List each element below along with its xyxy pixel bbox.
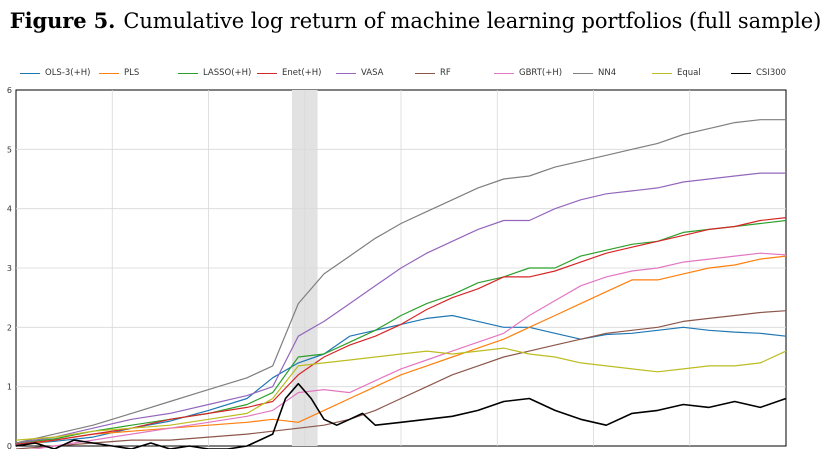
legend-label: RF xyxy=(440,68,451,78)
legend-item: CSI300 xyxy=(731,66,786,80)
legend-item: Enet(+H) xyxy=(257,66,321,80)
legend-swatch xyxy=(20,72,40,74)
figure-label: Figure 5. xyxy=(9,8,116,33)
y-tick-label: 6 xyxy=(7,86,12,95)
series-line-pls xyxy=(15,255,787,447)
legend-swatch xyxy=(573,72,593,74)
series-line-gbrt-h- xyxy=(30,252,787,449)
legend-label: Enet(+H) xyxy=(282,68,322,78)
legend-swatch xyxy=(652,72,672,74)
legend-label: OLS-3(+H) xyxy=(45,68,91,78)
legend-item: Equal xyxy=(652,66,701,80)
series-line-nn4 xyxy=(15,119,786,444)
legend-item: RF xyxy=(415,66,451,80)
legend-item: VASA xyxy=(336,66,383,80)
legend-label: VASA xyxy=(361,68,384,78)
legend-swatch xyxy=(415,72,435,74)
y-tick-label: 2 xyxy=(7,323,12,332)
tick-layer: 0 1 2 3 4 5 6 xyxy=(7,86,12,449)
legend-label: Equal xyxy=(677,68,701,78)
chart-legend: OLS-3(+H) PLS LASSO(+H) Enet(+H) VASA RF GBRT(… xyxy=(20,66,820,80)
legend-label: CSI300 xyxy=(756,68,787,78)
legend-label: NN4 xyxy=(598,68,617,78)
legend-item: OLS-3(+H) xyxy=(20,66,90,80)
series-line-vasa xyxy=(15,172,786,444)
legend-label: LASSO(+H) xyxy=(203,68,252,78)
legend-swatch xyxy=(336,72,356,74)
legend-label: GBRT(+H) xyxy=(519,68,563,78)
series-line-rf xyxy=(15,310,787,449)
legend-item: GBRT(+H) xyxy=(494,66,562,80)
legend-swatch xyxy=(99,72,119,74)
legend-swatch xyxy=(494,72,514,74)
figure-caption: Cumulative log return of machine learnin… xyxy=(123,9,822,33)
legend-swatch xyxy=(178,72,198,74)
legend-item: NN4 xyxy=(573,66,616,80)
series-line-equal xyxy=(15,347,787,441)
figure-title: Figure 5. Cumulative log return of machin… xyxy=(0,8,831,33)
legend-swatch xyxy=(257,72,277,74)
legend-label: PLS xyxy=(124,68,140,78)
legend-swatch xyxy=(731,72,751,74)
y-tick-label: 3 xyxy=(7,264,12,273)
y-tick-label: 4 xyxy=(7,205,12,214)
series-layer xyxy=(15,119,787,449)
line-chart: 0 1 2 3 4 5 6 xyxy=(7,86,787,449)
series-line-enet-h- xyxy=(15,217,787,445)
legend-item: PLS xyxy=(99,66,139,80)
y-tick-label: 1 xyxy=(7,383,12,392)
y-tick-label: 0 xyxy=(7,442,12,449)
series-line-csi300 xyxy=(15,382,787,449)
y-tick-label: 5 xyxy=(7,145,12,154)
legend-item: LASSO(+H) xyxy=(178,66,251,80)
